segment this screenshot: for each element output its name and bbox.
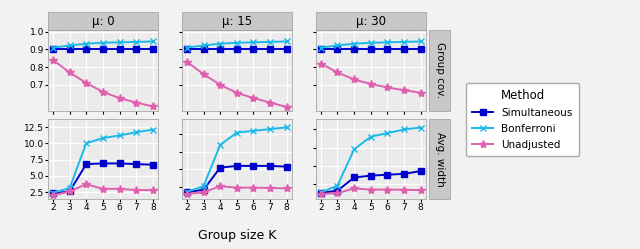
Text: μ: 0: μ: 0	[92, 15, 114, 28]
Text: Group cov.: Group cov.	[435, 42, 445, 98]
Text: μ: 15: μ: 15	[221, 15, 252, 28]
Legend: Simultaneous, Bonferroni, Unadjusted: Simultaneous, Bonferroni, Unadjusted	[466, 83, 579, 156]
Text: Avg. width: Avg. width	[435, 131, 445, 186]
Text: Group size K: Group size K	[198, 229, 276, 242]
Text: μ: 30: μ: 30	[356, 15, 386, 28]
